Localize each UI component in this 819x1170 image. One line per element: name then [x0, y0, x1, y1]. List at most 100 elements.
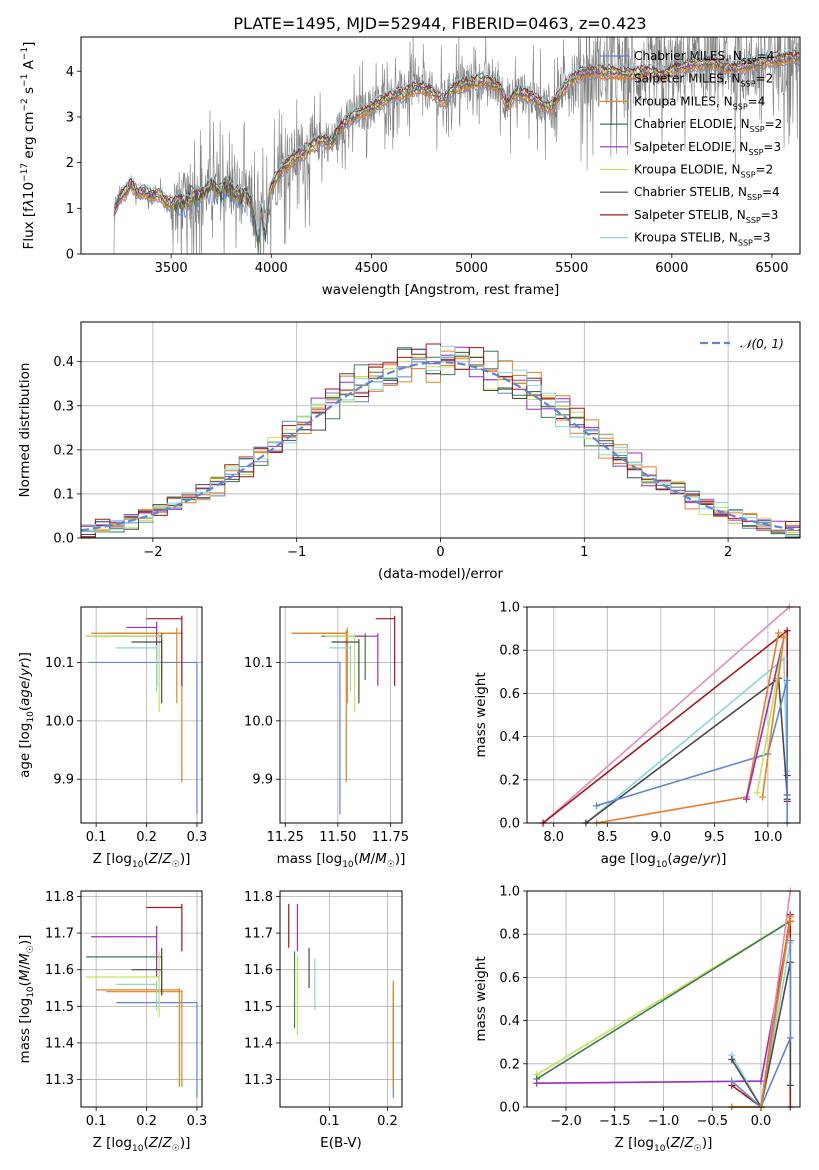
x-axis-label: mass [log10(M/M☉)]: [277, 851, 406, 870]
y-axis-label: Flux [fλ10−17 erg cm−2 s−1 A−1]: [20, 42, 37, 250]
mass-age-panel: 11.25 11.50 11.75 9.9 10.0 10.1 mass [log10(M/…: [244, 606, 409, 870]
y-tick-label: 11.6: [45, 963, 74, 978]
y-tick-label: 0.2: [499, 773, 520, 788]
weight-marker: [728, 1055, 736, 1063]
y-tick-label: 10.0: [244, 714, 273, 729]
z-age-panel: 0.1 0.2 0.3 9.9 10.0 10.1 Z [log10(Z/Z☉)] age […: [17, 606, 208, 870]
legend-label: Chabrier MILES, NSSP=4: [634, 49, 774, 66]
weight-line: [542, 606, 790, 824]
y-tick-label: 11.8: [244, 890, 273, 905]
x-tick-label: 0.2: [377, 1114, 398, 1129]
x-tick-label: 9.0: [650, 830, 671, 845]
y-tick-label: 10.0: [45, 714, 74, 729]
weight-marker: [786, 1081, 794, 1089]
y-tick-label: 0.3: [53, 399, 74, 414]
x-axis-label: Z [log10(Z/Z☉)]: [615, 1135, 713, 1154]
x-tick-label: 10.0: [753, 830, 782, 845]
weight-marker: [728, 1077, 736, 1085]
weight-line: [745, 637, 785, 800]
axes-frame: [80, 890, 203, 1108]
legend-label: Salpeter STELIB, NSSP=3: [634, 208, 778, 225]
x-tick-label: 8.5: [597, 830, 618, 845]
x-tick-label: −0.5: [696, 1114, 728, 1129]
weight-marker: [759, 793, 767, 801]
x-axis-label: age [log10(age/yr)]: [601, 851, 727, 870]
x-tick-label: 2: [724, 545, 732, 560]
weight-line: [731, 940, 792, 1109]
x-tick-label: 11.50: [319, 830, 356, 845]
weight-line: [536, 920, 791, 1080]
y-axis-label: age [log10(age/yr)]: [17, 652, 36, 778]
weight-marker: [783, 627, 791, 635]
axes-frame: [80, 606, 203, 824]
y-tick-label: 0.0: [499, 817, 520, 832]
weight-marker: [757, 1077, 765, 1085]
y-tick-label: 0.8: [499, 928, 520, 943]
hist-plot-area: [81, 343, 800, 538]
weight-marker: [742, 795, 750, 803]
x-tick-label: 6500: [755, 261, 788, 276]
legend-label: Kroupa STELIB, NSSP=3: [634, 231, 771, 248]
x-axis-label: Z [log10(Z/Z☉)]: [93, 851, 191, 870]
y-tick-label: 11.7: [45, 927, 74, 942]
x-axis-label: wavelength [Angstrom, rest frame]: [322, 282, 560, 298]
y-tick-label: 11.7: [244, 927, 273, 942]
y-tick-label: 11.6: [244, 963, 273, 978]
y-axis-label: mass weight: [473, 672, 489, 757]
weight-marker: [533, 1079, 541, 1087]
legend-label: Chabrier ELODIE, NSSP=2: [634, 117, 782, 134]
x-tick-label: 0.1: [86, 1114, 107, 1129]
y-tick-label: 11.8: [45, 890, 74, 905]
axes-frame: [80, 36, 801, 255]
y-tick-label: 0.6: [499, 687, 520, 702]
x-tick-label: 0.3: [187, 830, 208, 845]
y-axis-label: Normed distribution: [17, 363, 33, 498]
z-mass-panel: 0.1 0.2 0.3 11.3 11.4 11.5 11.6 11.7 11.8 Z [log1…: [17, 890, 207, 1154]
weight-marker: [783, 676, 791, 684]
spectrum-plot-area: [113, 37, 800, 254]
y-tick-label: 4: [66, 65, 74, 80]
z-age-plot-area: [86, 615, 198, 815]
y-tick-label: 11.5: [244, 1000, 273, 1015]
weight-marker: [780, 633, 788, 641]
residuals-panel: −2 −1 0 1 2 0.0 0.1 0.2 0.3 0.4 (data-model)/error…: [17, 321, 801, 582]
x-tick-label: −1: [287, 545, 306, 560]
y-tick-label: 10.1: [45, 656, 74, 671]
model-spectrum: [113, 57, 800, 242]
model-spectrum: [113, 60, 800, 246]
x-tick-label: 0: [436, 545, 444, 560]
weight-line: [542, 629, 788, 824]
weight-marker: [593, 802, 601, 810]
axes-frame: [526, 606, 801, 824]
ebv-mass-plot-area: [288, 903, 394, 1098]
x-tick-label: 4500: [355, 261, 388, 276]
model-spectrum: [113, 59, 800, 247]
y-tick-label: 1.0: [499, 601, 520, 616]
x-tick-label: 5500: [555, 261, 588, 276]
weight-marker: [786, 1034, 794, 1042]
y-tick-label: 0.6: [499, 971, 520, 986]
x-tick-label: 9.5: [704, 830, 725, 845]
y-tick-label: 0.2: [53, 443, 74, 458]
y-tick-label: 11.3: [45, 1073, 74, 1088]
y-tick-label: 0.4: [499, 1014, 520, 1029]
x-tick-label: 8.0: [543, 830, 564, 845]
spectrum-panel: 3500 4000 4500 5000 5500 6000 6500 0 1 2 3 4 wavelen…: [20, 36, 801, 298]
weight-line: [596, 680, 788, 823]
x-tick-label: 0.0: [751, 1114, 772, 1129]
figure-title: PLATE=1495, MJD=52944, FIBERID=0463, z=0…: [233, 14, 646, 33]
z-mass-plot-area: [86, 903, 198, 1098]
axes-frame: [80, 321, 801, 539]
y-tick-label: 0.0: [499, 1101, 520, 1116]
legend-label: Kroupa MILES, NSSP=4: [634, 94, 765, 111]
ebv-mass-panel: 0.1 0.2 11.3 11.4 11.5 11.6 11.7 11.8 E(B-V): [244, 890, 403, 1151]
x-axis-label: Z [log10(Z/Z☉)]: [93, 1135, 191, 1154]
x-tick-label: 0.2: [136, 830, 157, 845]
y-tick-label: 0.1: [53, 487, 74, 502]
axes-frame: [526, 890, 801, 1108]
legend-label: 𝒩(0, 1): [740, 337, 784, 351]
x-tick-label: −2.0: [550, 1114, 582, 1129]
x-tick-label: 1: [580, 545, 588, 560]
weight-marker: [775, 629, 783, 637]
x-tick-label: 5000: [455, 261, 488, 276]
